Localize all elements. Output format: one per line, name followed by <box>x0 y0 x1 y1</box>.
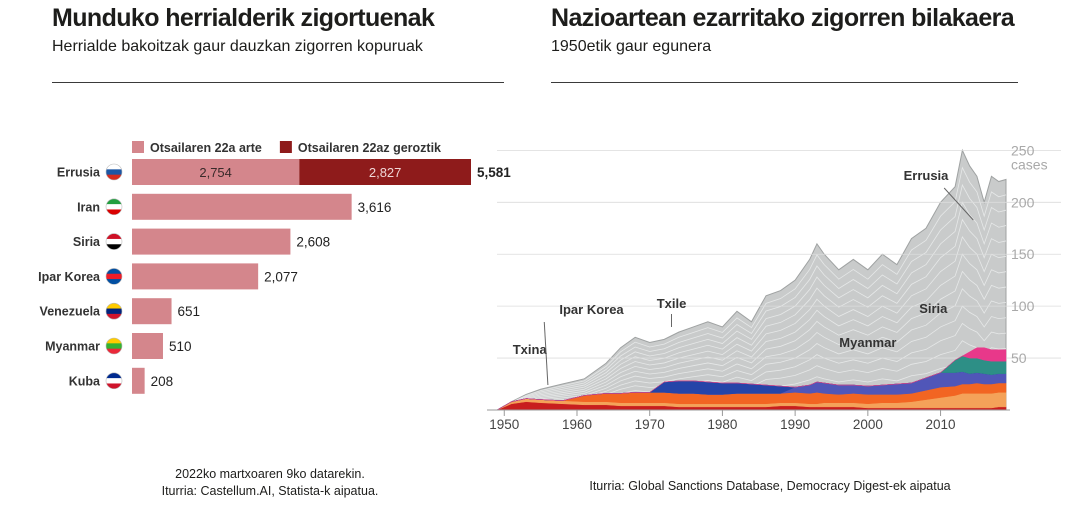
left-footnote-source: Iturria: Castellum.AI, Statista-k aipatu… <box>161 484 379 498</box>
right-source: Iturria: Global Sanctions Database, Demo… <box>589 479 951 493</box>
x-tick-label-1990: 1990 <box>780 417 810 432</box>
right-title-rule <box>551 82 1018 83</box>
bar-kuba-segment-1 <box>132 367 145 394</box>
bar-venezuela-total-label: 651 <box>178 304 201 319</box>
x-tick-label-1950: 1950 <box>489 417 519 432</box>
y-unit-label: cases <box>1011 156 1048 172</box>
annotation-siria: Siria <box>919 301 948 316</box>
bar-siria-segment-1 <box>132 228 291 255</box>
category-label-iran: Iran <box>77 200 100 214</box>
bar-iran-segment-1 <box>132 193 352 220</box>
bar-chart: Otsailaren 22a arte Otsailaren 22az geroz… <box>38 141 511 394</box>
area-other-countries <box>495 148 1007 411</box>
bar-errusia-total-label: 5,581 <box>477 165 511 180</box>
category-label-siria: Siria <box>73 235 101 249</box>
bar-ipar-korea-total-label: 2,077 <box>264 269 298 284</box>
x-tick-label-2000: 2000 <box>853 417 883 432</box>
x-tick-label-1960: 1960 <box>562 417 592 432</box>
bar-myanmar-segment-1 <box>132 333 163 359</box>
bar-errusia-segment-1 <box>132 159 300 185</box>
flag-kuba-icon <box>106 372 122 389</box>
area-texture-line-7 <box>496 288 1007 411</box>
left-title-rule <box>52 82 504 83</box>
bar-errusia-segment-1-label: 2,754 <box>199 165 232 180</box>
x-tick-label-2010: 2010 <box>926 417 956 432</box>
annotation-ipar-korea: Ipar Korea <box>559 302 624 317</box>
y-tick-label-50: 50 <box>1011 350 1027 366</box>
category-label-myanmar: Myanmar <box>45 340 100 354</box>
area-texture-line-9 <box>496 253 1007 411</box>
y-tick-label-250: 250 <box>1011 142 1035 158</box>
bar-siria-total-label: 2,608 <box>296 235 330 250</box>
area-texture-line-14 <box>496 166 1007 411</box>
left-footnote: 2022ko martxoaren 9ko datarekin. Iturria… <box>80 466 460 500</box>
bar-venezuela-segment-1 <box>132 298 172 325</box>
bar-kuba-total-label: 208 <box>151 374 174 389</box>
bar-iran-total-label: 3,616 <box>358 200 392 215</box>
annotation-myanmar: Myanmar <box>839 335 896 350</box>
flag-ipar-korea-icon <box>106 268 122 285</box>
area-texture-line-11 <box>496 218 1007 411</box>
bar-ipar-korea-segment-1 <box>132 263 259 290</box>
category-label-kuba: Kuba <box>69 374 101 388</box>
area-texture-line-5 <box>496 322 1007 411</box>
left-chart-title: Munduko herrialderik zigortuenak <box>52 4 435 32</box>
area-errusia <box>496 347 1007 411</box>
flag-errusia-icon <box>106 164 122 180</box>
bar-errusia-segment-2-label: 2,827 <box>369 165 402 180</box>
y-tick-label-100: 100 <box>1011 298 1035 314</box>
x-tick-label-1970: 1970 <box>635 417 665 432</box>
right-chart-subtitle: 1950etik gaur egunera <box>551 38 712 55</box>
category-label-errusia: Errusia <box>57 166 101 180</box>
legend-swatch-2 <box>279 141 292 153</box>
legend-label-1: Otsailaren 22a arte <box>150 141 262 155</box>
legend-swatch-1 <box>132 141 144 153</box>
right-chart-title: Nazioartean ezarritako zigorren bilakaer… <box>551 4 1015 32</box>
bar-myanmar-total-label: 510 <box>169 339 192 354</box>
flag-venezuela-icon <box>106 303 122 320</box>
annotation-leader-ipar-korea <box>543 321 549 386</box>
left-footnote-date: 2022ko martxoaren 9ko datarekin. <box>175 467 365 481</box>
area-texture-line-10 <box>496 236 1007 411</box>
category-label-venezuela: Venezuela <box>40 305 101 319</box>
flag-myanmar-icon <box>106 338 122 354</box>
annotation-errusia: Errusia <box>904 168 950 183</box>
flag-iran-icon <box>106 198 122 215</box>
left-chart-subtitle: Herrialde bakoitzak gaur dauzkan zigorre… <box>52 38 423 55</box>
y-tick-label-150: 150 <box>1011 246 1035 262</box>
flag-siria-icon <box>106 233 122 250</box>
annotation-leader-errusia <box>943 187 974 221</box>
annotation-txina: Txina <box>513 342 548 357</box>
area-texture-line-13 <box>496 183 1007 411</box>
legend-label-2: Otsailaren 22az geroztik <box>298 141 441 155</box>
x-tick-label-1980: 1980 <box>707 417 737 432</box>
area-texture-line-8 <box>496 270 1007 411</box>
category-label-ipar-korea: Ipar Korea <box>38 270 101 284</box>
bar-errusia-segment-2 <box>299 159 471 185</box>
annotation-txile: Txile <box>657 296 687 311</box>
y-tick-label-200: 200 <box>1011 194 1035 210</box>
